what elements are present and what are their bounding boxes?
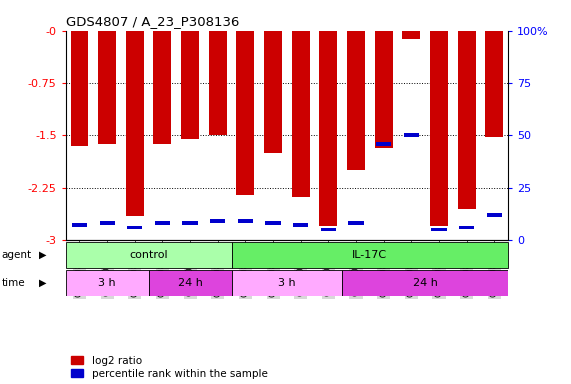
Bar [266,221,281,225]
Bar [264,31,282,153]
Bar [342,270,508,296]
Bar [72,223,87,227]
Text: IL-17C: IL-17C [352,250,388,260]
Bar [458,31,476,209]
Bar [98,31,116,144]
Bar [403,31,420,39]
Bar [126,31,144,215]
Text: ▶: ▶ [39,250,46,260]
Text: agent: agent [2,250,32,260]
Text: 24 h: 24 h [413,278,437,288]
Bar [404,134,419,137]
Bar [459,225,475,229]
Bar [154,31,171,144]
Bar [486,213,502,217]
Bar [209,31,227,136]
Bar [232,270,342,296]
Bar [432,228,447,232]
Bar [232,242,508,268]
Bar [210,219,226,223]
Bar [127,225,142,229]
Bar [183,221,198,225]
Bar [321,228,336,232]
Bar [181,31,199,139]
Bar [155,221,170,225]
Bar [148,270,232,296]
Bar [238,219,253,223]
Bar [99,221,115,225]
Bar [292,31,309,197]
Legend: log2 ratio, percentile rank within the sample: log2 ratio, percentile rank within the s… [71,356,268,379]
Text: time: time [2,278,25,288]
Bar [66,242,232,268]
Text: 3 h: 3 h [98,278,116,288]
Text: 3 h: 3 h [278,278,296,288]
Bar [70,31,89,146]
Bar [348,221,364,225]
Bar [375,31,393,148]
Text: 24 h: 24 h [178,278,203,288]
Bar [319,31,337,226]
Text: ▶: ▶ [39,278,46,288]
Bar [430,31,448,226]
Bar [347,31,365,170]
Bar [376,142,391,146]
Bar [236,31,255,195]
Text: control: control [129,250,168,260]
Text: GDS4807 / A_23_P308136: GDS4807 / A_23_P308136 [66,15,239,28]
Bar [66,270,148,296]
Bar [485,31,504,137]
Bar [293,223,308,227]
